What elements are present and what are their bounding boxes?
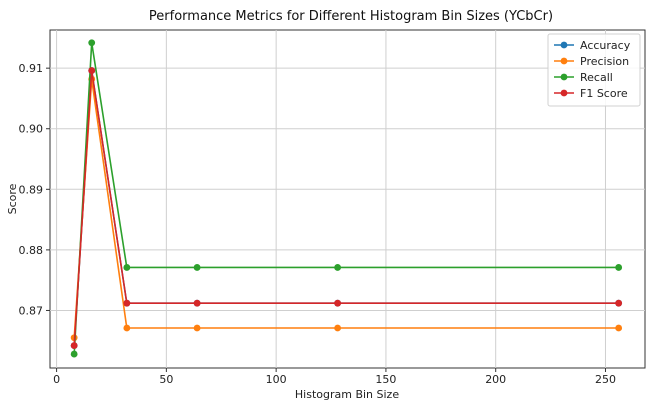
data-point-recall <box>70 350 78 358</box>
legend-marker <box>560 89 568 97</box>
data-point-recall <box>334 264 342 271</box>
legend-box <box>547 33 641 107</box>
x-tick-label: 100 <box>266 373 287 386</box>
x-tick-label: 250 <box>595 373 616 386</box>
legend: Accuracy Precision Recall F1 Score <box>547 33 641 107</box>
legend-marker <box>560 57 568 65</box>
x-tick-label: 50 <box>159 373 173 386</box>
series-line-f1-score <box>73 70 619 346</box>
x-tick-label: 200 <box>485 373 506 386</box>
data-point-f1-score <box>123 299 131 307</box>
ticks: 0 50 100 150 200 250 0.87 0.88 0.89 0.90 0.91 <box>19 62 616 386</box>
y-tick-label: 0.90 <box>19 123 44 136</box>
data-point-precision <box>193 324 201 332</box>
data-point-recall <box>193 264 201 271</box>
data-point-precision <box>615 324 623 332</box>
y-axis-title: Score <box>6 183 19 214</box>
x-tick-label: 0 <box>53 373 60 386</box>
x-axis-title: Histogram Bin Size <box>295 388 399 401</box>
plot-area <box>49 29 646 369</box>
x-tick-label: 150 <box>375 373 396 386</box>
legend-label: Recall <box>580 71 613 84</box>
legend-label: Precision <box>580 55 629 68</box>
data-point-precision <box>123 324 131 332</box>
data-point-f1-score <box>615 299 623 307</box>
data-point-f1-score <box>334 299 342 307</box>
data-point-f1-score <box>193 299 201 307</box>
chart-title: Performance Metrics for Different Histog… <box>149 9 553 24</box>
legend-label: F1 Score <box>580 87 628 100</box>
legend-marker <box>560 73 568 81</box>
y-tick-label: 0.87 <box>19 304 44 317</box>
series-line-recall <box>73 42 619 355</box>
grid <box>50 30 645 368</box>
data-point-precision <box>334 324 342 332</box>
y-tick-label: 0.89 <box>19 183 44 196</box>
legend-label: Accuracy <box>580 39 631 52</box>
legend-marker <box>560 41 568 49</box>
y-tick-label: 0.91 <box>19 62 44 75</box>
data-point-f1-score <box>70 342 78 349</box>
data-point-recall <box>615 264 623 271</box>
data-point-recall <box>88 39 96 47</box>
data-point-f1-score <box>88 67 96 74</box>
series-layer <box>70 39 623 358</box>
y-tick-label: 0.88 <box>19 244 44 257</box>
data-point-recall <box>123 264 131 271</box>
